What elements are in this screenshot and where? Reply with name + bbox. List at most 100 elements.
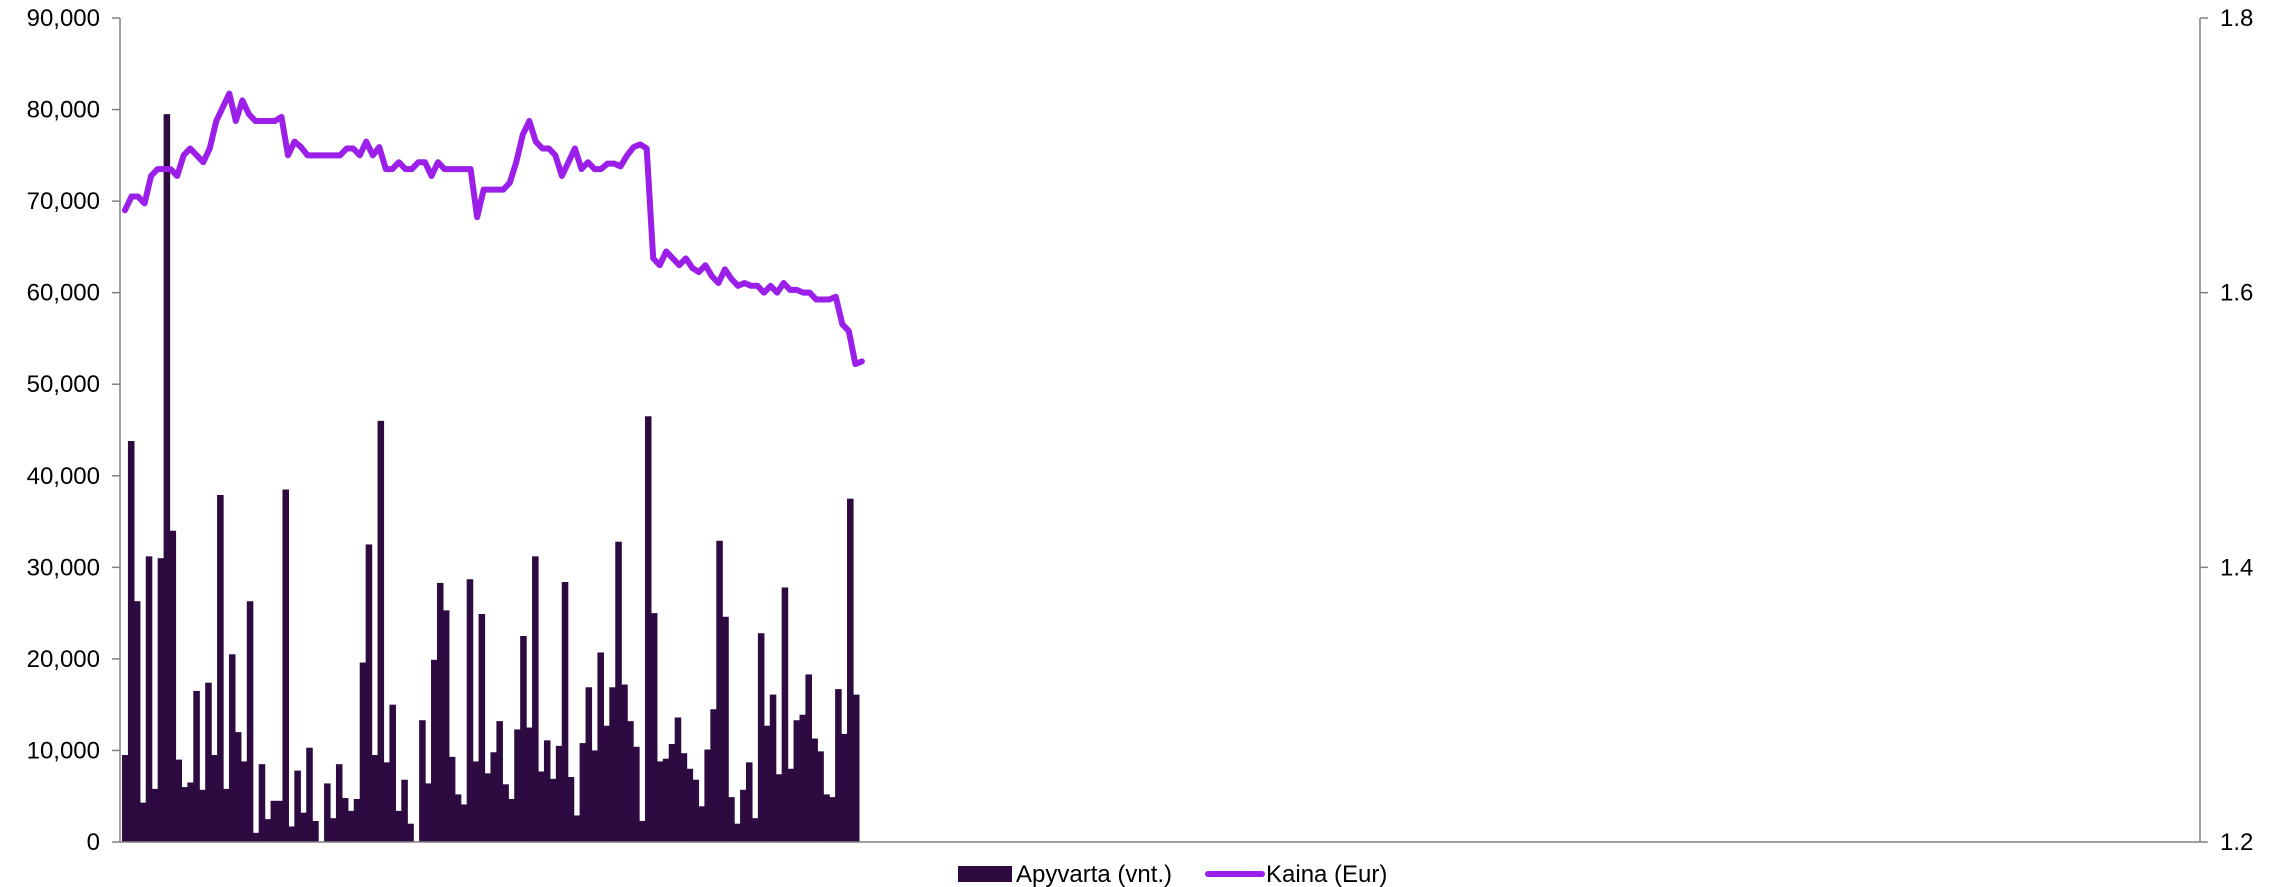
bar	[454, 794, 462, 842]
bar	[460, 804, 468, 842]
bar	[829, 797, 836, 842]
bar	[383, 762, 391, 842]
bar	[217, 495, 224, 842]
bar	[775, 774, 783, 842]
bar	[573, 815, 581, 842]
price-line	[121, 90, 865, 368]
bar	[811, 738, 818, 842]
bar	[781, 587, 789, 842]
bar	[716, 540, 723, 842]
bar	[763, 725, 771, 842]
y-tick-label-left: 30,000	[27, 554, 100, 581]
bar	[502, 784, 509, 842]
bar	[341, 798, 349, 842]
bar	[276, 800, 284, 842]
bar	[823, 794, 830, 842]
bar	[508, 798, 515, 842]
bar	[722, 616, 729, 842]
bar	[371, 755, 379, 842]
bar	[728, 797, 735, 842]
bar	[431, 659, 438, 842]
bar	[193, 690, 200, 842]
bar	[841, 733, 848, 842]
bar	[306, 747, 313, 842]
bar	[704, 749, 711, 842]
bar	[294, 770, 301, 842]
bar	[157, 558, 165, 842]
bar	[448, 756, 456, 842]
legend-swatch-bars	[958, 866, 1012, 882]
bar	[526, 727, 533, 842]
bar	[478, 614, 486, 842]
bar	[223, 788, 230, 842]
bar	[377, 420, 385, 842]
bar	[133, 601, 141, 842]
bar	[734, 823, 741, 842]
bar-series	[122, 114, 860, 842]
bar	[799, 714, 807, 842]
bar	[740, 789, 747, 842]
bar	[288, 826, 295, 842]
bar	[163, 114, 171, 842]
bar	[609, 687, 616, 842]
bar	[627, 721, 634, 842]
bar	[787, 768, 795, 842]
line-series	[121, 90, 865, 368]
bar	[615, 541, 622, 842]
bar	[395, 810, 402, 842]
bar	[258, 764, 266, 842]
bar	[757, 633, 765, 842]
bar	[650, 613, 658, 842]
bar	[300, 812, 307, 842]
bar	[407, 823, 414, 842]
bar	[549, 778, 557, 842]
bar	[122, 755, 129, 842]
bar	[835, 689, 842, 842]
bar	[234, 732, 242, 842]
bar	[644, 416, 652, 842]
legend-label-line: Kaina (Eur)	[1266, 861, 1387, 887]
bar	[484, 773, 492, 842]
bar	[127, 440, 135, 842]
bar	[264, 819, 272, 842]
bar	[567, 777, 575, 842]
bar	[211, 755, 218, 842]
y-tick-label-right: 1.2	[2220, 829, 2253, 856]
bar	[401, 779, 408, 842]
bar	[746, 762, 753, 842]
bar	[579, 743, 587, 842]
bar	[347, 810, 355, 842]
bar	[472, 761, 480, 842]
bar	[187, 782, 194, 842]
axes: 0 10,000 20,000 30,000 40,000 50,000 60,000 70,…	[27, 5, 2254, 856]
y-tick-label-left: 20,000	[27, 646, 100, 673]
y-tick-label-left: 10,000	[27, 737, 100, 764]
bar	[817, 751, 824, 842]
bar	[151, 788, 159, 842]
bar	[466, 579, 474, 842]
bar	[751, 818, 759, 842]
bar	[597, 652, 604, 842]
bar	[520, 636, 527, 842]
bar	[335, 764, 343, 842]
bar	[793, 720, 801, 842]
bar	[656, 761, 664, 842]
bar	[312, 820, 319, 842]
bar	[496, 721, 503, 842]
bar	[639, 820, 646, 842]
y-tick-label-right: 1.8	[2220, 5, 2253, 32]
y-tick-label-left: 40,000	[27, 463, 100, 490]
bar	[419, 720, 426, 842]
bar	[555, 745, 563, 842]
bar	[324, 783, 331, 842]
bar	[246, 601, 254, 842]
bar	[532, 556, 539, 842]
bar	[240, 761, 248, 842]
bar	[145, 556, 153, 842]
bar	[490, 752, 497, 842]
y-tick-label-left: 50,000	[27, 371, 100, 398]
bar	[621, 684, 628, 842]
bar	[228, 654, 236, 842]
bar	[680, 753, 688, 842]
